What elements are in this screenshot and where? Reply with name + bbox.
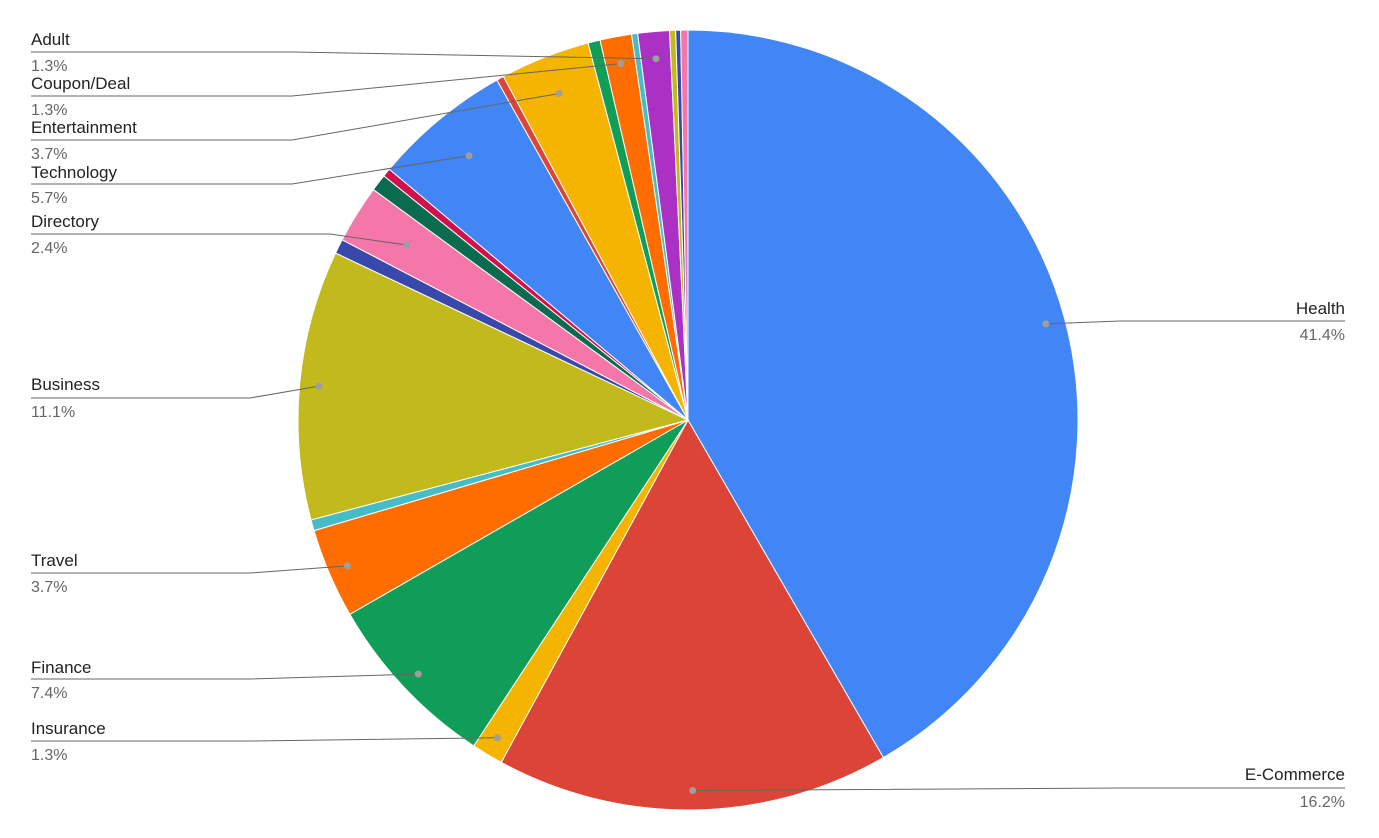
leader-line-travel bbox=[31, 565, 348, 574]
leader-dot-coupon-deal bbox=[617, 60, 625, 68]
slice-percent-entertainment: 3.7% bbox=[31, 146, 67, 163]
leader-dot-business bbox=[315, 382, 323, 390]
leader-dot-health bbox=[1042, 320, 1050, 328]
label-group-finance: Finance 7.4% bbox=[31, 658, 422, 702]
slice-percent-directory: 2.4% bbox=[31, 240, 67, 257]
slice-percent-e-commerce: 16.2% bbox=[1300, 794, 1345, 811]
label-group-travel: Travel 3.7% bbox=[31, 551, 351, 596]
slice-percent-adult: 1.3% bbox=[31, 58, 67, 75]
slice-label-technology: Technology bbox=[31, 163, 118, 182]
pie-labels: Health 41.4% E-Commerce 16.2% Insurance 1.3% F… bbox=[31, 30, 1345, 811]
slice-percent-coupon-deal: 1.3% bbox=[31, 102, 67, 119]
label-group-business: Business 11.1% bbox=[31, 375, 323, 421]
slice-percent-insurance: 1.3% bbox=[31, 747, 67, 764]
leader-line-business bbox=[31, 385, 320, 399]
leader-dot-travel bbox=[343, 562, 351, 570]
leader-line-coupon-deal bbox=[31, 63, 621, 97]
slice-label-health: Health bbox=[1296, 299, 1345, 318]
slice-percent-business: 11.1% bbox=[31, 404, 75, 421]
leader-dot-adult bbox=[652, 55, 660, 63]
slice-label-adult: Adult bbox=[31, 30, 70, 49]
pie-slice-e-commerce bbox=[500, 418, 885, 811]
leader-line-technology bbox=[31, 155, 470, 185]
slice-label-entertainment: Entertainment bbox=[31, 118, 137, 137]
pie-slice-business bbox=[297, 252, 690, 521]
slice-label-finance: Finance bbox=[31, 658, 91, 677]
leader-dot-insurance bbox=[493, 734, 501, 742]
pie-slice-finance bbox=[349, 419, 689, 747]
pie-slice-technology bbox=[388, 79, 689, 421]
leader-dot-technology bbox=[465, 152, 473, 160]
leader-dot-finance bbox=[414, 670, 422, 678]
slice-percent-finance: 7.4% bbox=[31, 685, 67, 702]
leader-line-finance bbox=[31, 673, 419, 680]
leader-line-e-commerce bbox=[692, 787, 1345, 791]
label-group-technology: Technology 5.7% bbox=[31, 152, 473, 207]
slice-percent-travel: 3.7% bbox=[31, 579, 67, 596]
leader-line-health bbox=[1045, 320, 1345, 325]
slice-percent-health: 41.4% bbox=[1300, 327, 1345, 344]
leader-dot-directory bbox=[402, 241, 410, 249]
pie-slice-health bbox=[687, 29, 1079, 759]
label-group-directory: Directory 2.4% bbox=[31, 212, 410, 257]
leader-line-entertainment bbox=[31, 93, 560, 141]
leader-line-directory bbox=[31, 233, 407, 246]
label-group-health: Health 41.4% bbox=[1042, 299, 1345, 344]
label-group-entertainment: Entertainment 3.7% bbox=[31, 90, 563, 163]
leader-dot-e-commerce bbox=[689, 786, 697, 794]
leader-dot-entertainment bbox=[555, 90, 563, 98]
label-group-e-commerce: E-Commerce 16.2% bbox=[689, 765, 1345, 811]
label-group-adult: Adult 1.3% bbox=[31, 30, 660, 75]
pie-slices bbox=[297, 29, 1079, 811]
slice-percent-technology: 5.7% bbox=[31, 190, 67, 207]
leader-line-adult bbox=[31, 51, 656, 60]
label-group-insurance: Insurance 1.3% bbox=[31, 719, 501, 764]
pie-slice-minor-20 bbox=[680, 29, 689, 421]
slice-label-business: Business bbox=[31, 375, 100, 394]
slice-label-coupon-deal: Coupon/Deal bbox=[31, 74, 130, 93]
slice-label-directory: Directory bbox=[31, 212, 100, 231]
slice-label-insurance: Insurance bbox=[31, 719, 106, 738]
leader-line-insurance bbox=[31, 737, 498, 742]
slice-label-travel: Travel bbox=[31, 551, 78, 570]
slice-label-e-commerce: E-Commerce bbox=[1245, 765, 1345, 784]
